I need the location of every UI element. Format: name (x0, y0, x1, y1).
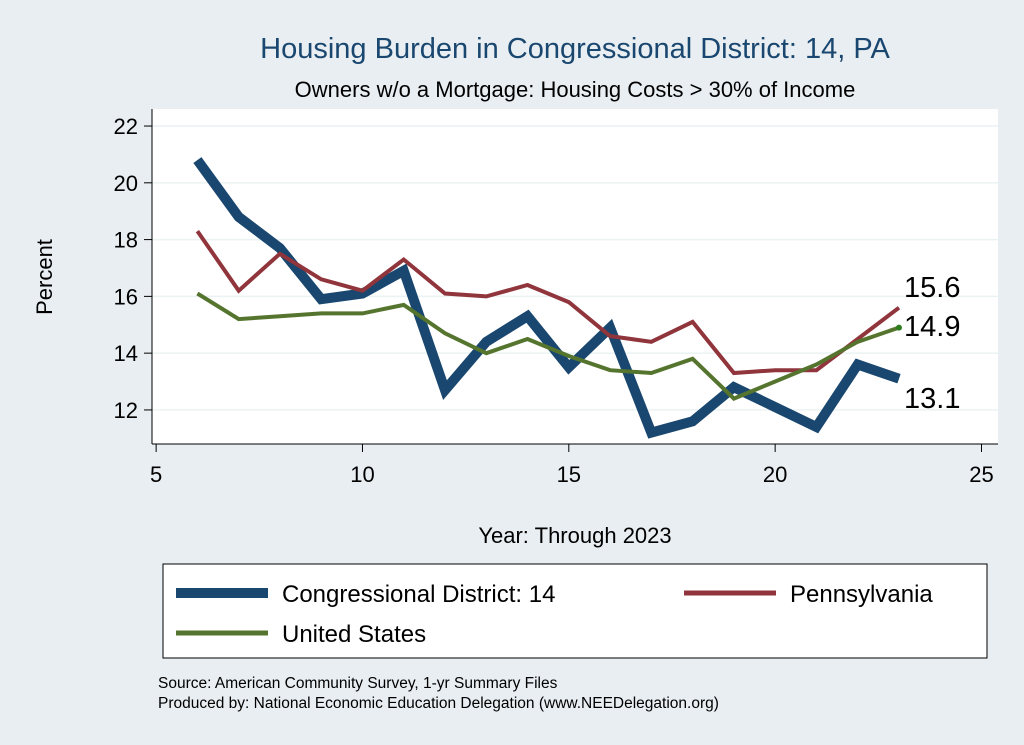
us-end-marker (895, 324, 902, 331)
y-tick-label-22: 22 (114, 114, 138, 139)
legend-label-united-states: United States (282, 621, 426, 648)
y-tick-label-16: 16 (114, 284, 138, 309)
legend: Congressional District: 14 Pennsylvania … (162, 563, 988, 659)
x-tick-label-10: 10 (350, 462, 374, 487)
source-note: Source: American Community Survey, 1-yr … (158, 675, 558, 692)
chart-subtitle: Owners w/o a Mortgage: Housing Costs > 3… (295, 77, 856, 102)
x-tick-label-25: 25 (969, 462, 993, 487)
y-tick-label-18: 18 (114, 228, 138, 253)
legend-label-district: Congressional District: 14 (282, 581, 555, 608)
y-tick-label-20: 20 (114, 171, 138, 196)
x-tick-label-5: 5 (150, 462, 162, 487)
x-tick-label-15: 15 (557, 462, 581, 487)
legend-label-pennsylvania: Pennsylvania (790, 581, 933, 608)
x-axis-title: Year: Through 2023 (478, 523, 671, 548)
end-label-pennsylvania: 15.6 (904, 272, 960, 304)
y-tick-label-12: 12 (114, 398, 138, 423)
y-axis-title: Percent (32, 239, 57, 315)
plot-area (152, 109, 998, 444)
end-label-district: 13.1 (904, 383, 960, 415)
end-label-united-states: 14.9 (904, 311, 960, 343)
grid (152, 125, 998, 411)
series-group (193, 157, 902, 439)
axes: 12 14 16 18 20 22 5 10 15 20 25 (114, 109, 998, 487)
y-tick-label-14: 14 (114, 341, 138, 366)
series-line-united-states (196, 291, 900, 401)
legend-box (162, 563, 988, 659)
series-line-pennsylvania (195, 229, 901, 376)
producer-note: Produced by: National Economic Education… (158, 695, 719, 712)
chart-title: Housing Burden in Congressional District… (260, 33, 890, 65)
x-tick-label-20: 20 (763, 462, 787, 487)
series-line-congressional-district-14 (193, 157, 901, 439)
